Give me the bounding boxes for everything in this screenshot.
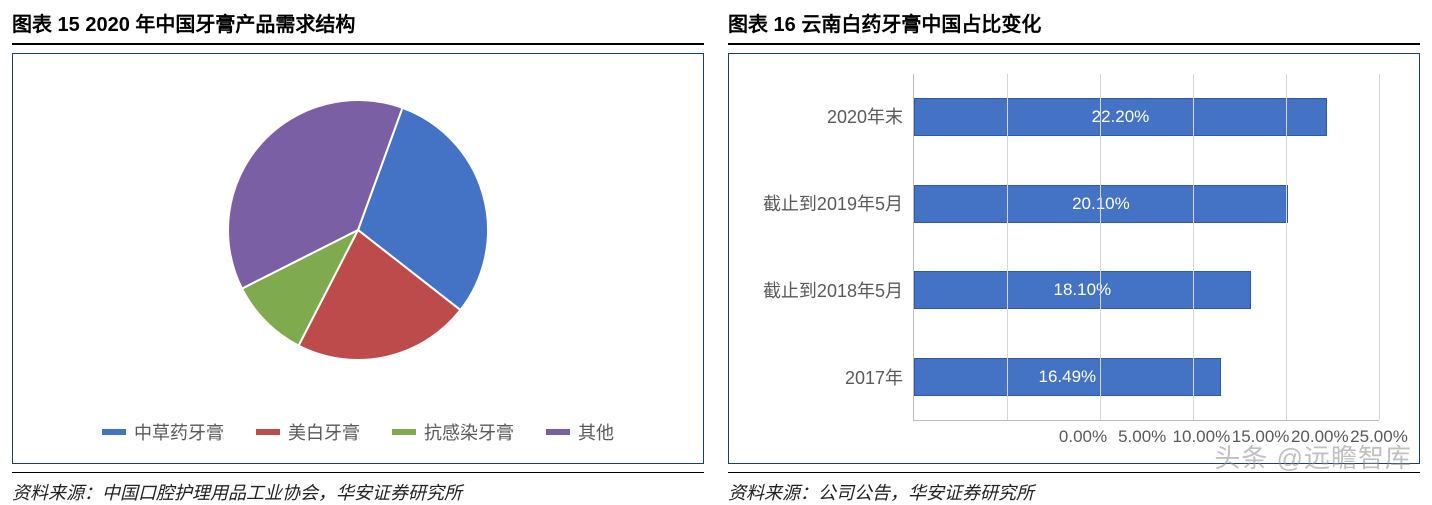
legend-label: 抗感染牙膏	[424, 419, 514, 445]
bar-xaxis-ticks: 0.00%5.00%10.00%15.00%20.00%25.00%	[1083, 427, 1379, 453]
right-panel: 图表 16 云南白药牙膏中国占比变化 2020年末截止到2019年5月截止到20…	[716, 0, 1432, 505]
bar-row: 16.49%	[914, 347, 1379, 407]
left-panel: 图表 15 2020 年中国牙膏产品需求结构 中草药牙膏美白牙膏抗感染牙膏其他 …	[0, 0, 716, 505]
bars-column: 22.20% 20.10% 18.10% 16.49%	[914, 74, 1379, 420]
bar-row: 18.10%	[914, 260, 1379, 320]
bar-chart-box: 2020年末截止到2019年5月截止到2018年5月2017年 22.20%20…	[728, 53, 1420, 464]
xtick-label: 15.00%	[1232, 427, 1290, 447]
legend-item: 抗感染牙膏	[392, 419, 514, 445]
legend-item: 美白牙膏	[256, 419, 360, 445]
left-source: 资料来源：中国口腔护理用品工业协会，华安证券研究所	[12, 472, 704, 505]
bar: 16.49%	[914, 358, 1221, 396]
bar-category-labels: 2020年末截止到2019年5月截止到2018年5月 2017年	[753, 74, 913, 421]
gridline	[1007, 74, 1008, 420]
bar: 18.10%	[914, 271, 1251, 309]
right-source: 资料来源：公司公告，华安证券研究所	[728, 472, 1420, 505]
bar-row: 20.10%	[914, 174, 1379, 234]
bar-xaxis: 0.00%5.00%10.00%15.00%20.00%25.00%	[753, 421, 1379, 453]
pie-chart	[208, 90, 508, 370]
legend-swatch	[546, 429, 570, 435]
xtick-label: 5.00%	[1118, 427, 1166, 447]
legend-swatch	[256, 429, 280, 435]
figure-pair: 图表 15 2020 年中国牙膏产品需求结构 中草药牙膏美白牙膏抗感染牙膏其他 …	[0, 0, 1432, 505]
bar-row: 22.20%	[914, 87, 1379, 147]
bar-category-label: 截止到2018年5月	[753, 261, 903, 321]
legend-swatch	[102, 429, 126, 435]
xtick-label: 20.00%	[1291, 427, 1349, 447]
xtick-label: 25.00%	[1350, 427, 1408, 447]
pie-wrap	[13, 54, 703, 405]
bar-value-label: 18.10%	[1053, 280, 1111, 300]
pie-chart-box: 中草药牙膏 美白牙膏 抗感染牙膏 其他	[12, 53, 704, 464]
bar-category-label: 2017年	[753, 348, 903, 408]
xtick-label: 0.00%	[1059, 427, 1107, 447]
legend-item: 其他	[546, 419, 614, 445]
legend-swatch	[392, 429, 416, 435]
bar-category-label: 2020年末	[753, 87, 903, 147]
bar-grid: 22.20% 20.10% 18.10% 16.49%	[913, 74, 1379, 421]
gridline	[1286, 74, 1287, 420]
pie-legend: 中草药牙膏 美白牙膏 抗感染牙膏 其他	[13, 405, 703, 463]
bar-category-label: 截止到2019年5月	[753, 174, 903, 234]
right-title: 图表 16 云南白药牙膏中国占比变化	[728, 4, 1420, 45]
gridline	[1100, 74, 1101, 420]
bar-value-label: 16.49%	[1039, 367, 1097, 387]
gridline	[1379, 74, 1380, 420]
legend-item: 中草药牙膏	[102, 419, 224, 445]
legend-label: 其他	[578, 419, 614, 445]
bar: 22.20%	[914, 98, 1327, 136]
bar-area: 2020年末截止到2019年5月截止到2018年5月2017年 22.20%20…	[729, 54, 1419, 463]
xtick-label: 10.00%	[1173, 427, 1231, 447]
left-title: 图表 15 2020 年中国牙膏产品需求结构	[12, 4, 704, 45]
legend-label: 美白牙膏	[288, 419, 360, 445]
gridline	[1193, 74, 1194, 420]
bar-plot: 2020年末截止到2019年5月截止到2018年5月2017年 22.20%20…	[753, 74, 1379, 421]
legend-label: 中草药牙膏	[134, 419, 224, 445]
